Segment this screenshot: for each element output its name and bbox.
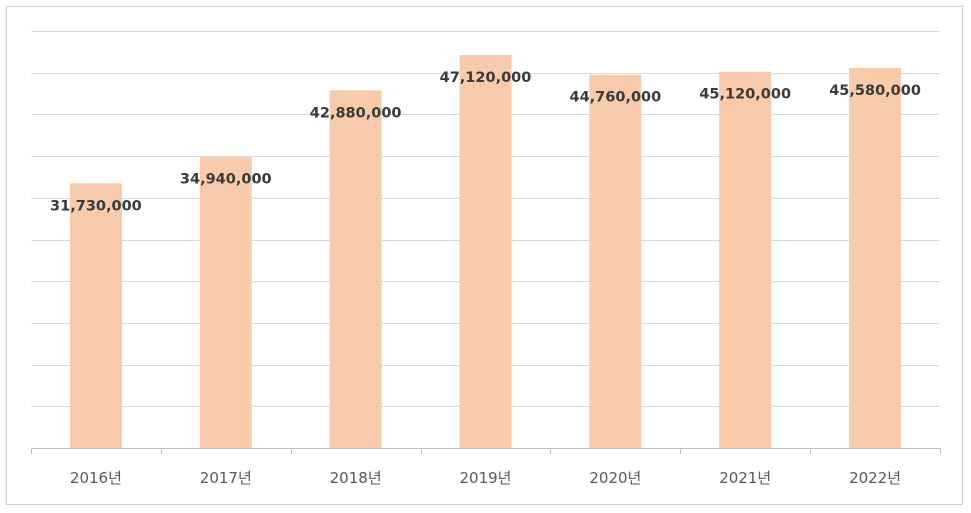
data-label: 47,120,000 bbox=[440, 70, 532, 86]
data-label: 45,120,000 bbox=[699, 87, 791, 103]
x-tick-label: 2017년 bbox=[200, 469, 252, 487]
data-label: 44,760,000 bbox=[569, 90, 661, 106]
bar-2021년 bbox=[719, 71, 772, 448]
x-tick-label: 2016년 bbox=[70, 469, 122, 487]
bar-2016년 bbox=[69, 183, 122, 448]
data-labels: 31,730,000 34,940,000 42,880,000 47,120,000… bbox=[50, 70, 921, 214]
x-axis bbox=[31, 448, 941, 454]
bar-2017년 bbox=[199, 156, 252, 448]
bar-2018년 bbox=[329, 90, 382, 448]
x-tick-label: 2018년 bbox=[330, 469, 382, 487]
data-label: 42,880,000 bbox=[310, 105, 402, 121]
x-tick-label: 2020년 bbox=[589, 469, 641, 487]
x-tick-label: 2022년 bbox=[849, 469, 901, 487]
bars bbox=[69, 55, 902, 449]
x-tick-label: 2019년 bbox=[460, 469, 512, 487]
data-label: 45,580,000 bbox=[829, 83, 921, 99]
x-tick-label: 2021년 bbox=[719, 469, 771, 487]
bar-2020년 bbox=[589, 74, 642, 448]
bar-2019년 bbox=[459, 55, 512, 449]
data-label: 31,730,000 bbox=[50, 198, 142, 214]
category-labels: 2016년 2017년 2018년 2019년 2020년 2021년 2022년 bbox=[70, 469, 901, 487]
bar-2022년 bbox=[849, 67, 902, 449]
data-label: 34,940,000 bbox=[180, 172, 272, 188]
